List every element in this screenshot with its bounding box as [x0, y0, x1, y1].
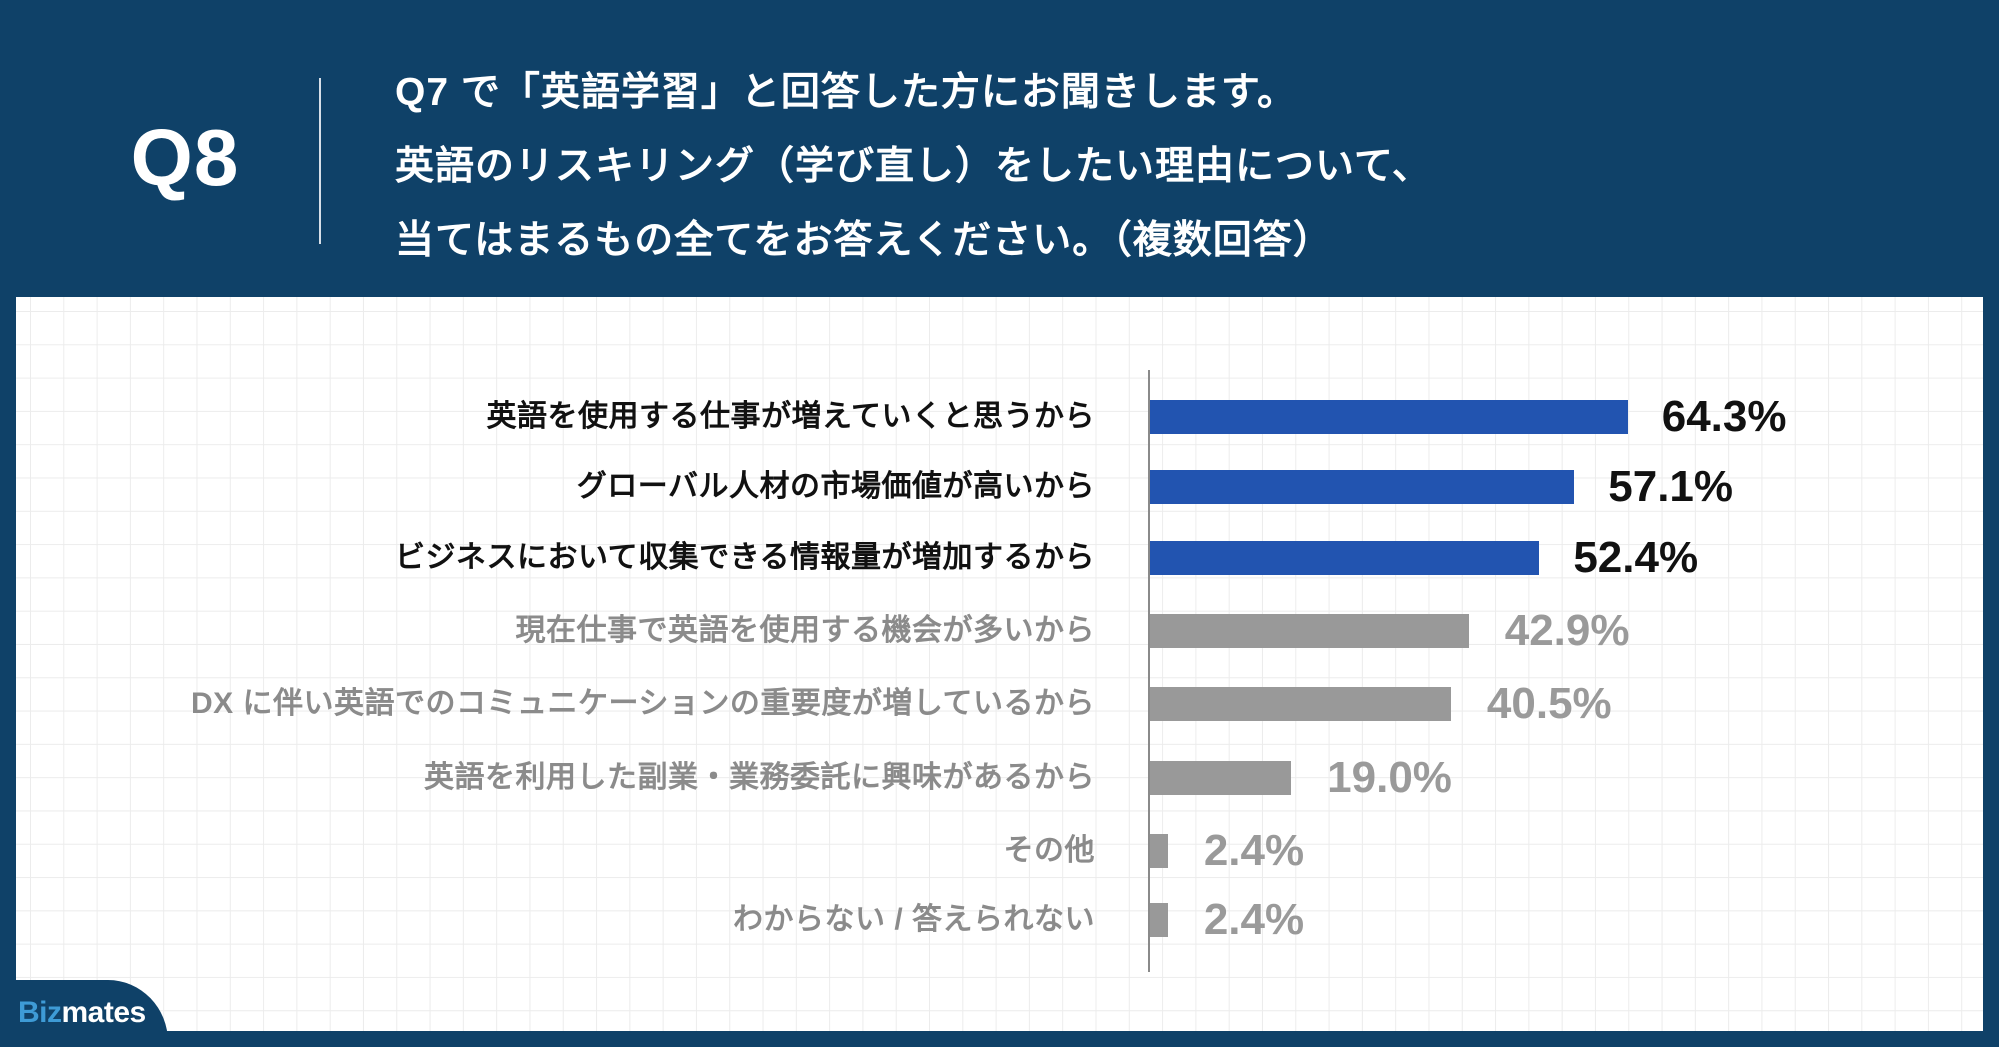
bar	[1150, 614, 1469, 648]
category-label: ビジネスにおいて収集できる情報量が増加するから	[395, 541, 1095, 574]
value-label: 19.0%	[1327, 753, 1452, 802]
header-divider	[319, 78, 321, 244]
category-label: DX に伴い英語でのコミュニケーションの重要度が増しているから	[190, 687, 1095, 720]
question-number: Q8	[130, 113, 240, 202]
chart-row: ビジネスにおいて収集できる情報量が増加するから 52.4%	[0, 533, 1999, 582]
chart-row: わからない / 答えられない 2.4%	[0, 895, 1999, 944]
question-header: Q8 Q7 で「英語学習」と回答した方にお聞きします。 英語のリスキリング（学び…	[0, 0, 1999, 296]
category-label: その他	[1003, 834, 1095, 867]
category-label: 現在仕事で英語を使用する機会が多いから	[515, 614, 1095, 647]
bar	[1150, 400, 1628, 434]
bizmates-logo: Bizmates	[18, 996, 146, 1030]
category-label: 英語を利用した副業・業務委託に興味があるから	[424, 761, 1095, 794]
chart-row: DX に伴い英語でのコミュニケーションの重要度が増しているから 40.5%	[0, 679, 1999, 728]
question-text: Q7 で「英語学習」と回答した方にお聞きします。 英語のリスキリング（学び直し）…	[395, 56, 1432, 278]
value-label: 52.4%	[1573, 533, 1699, 582]
chart-row: 英語を使用する仕事が増えていくと思うから 64.3%	[0, 392, 1999, 441]
question-line-2: 英語のリスキリング（学び直し）をしたい理由について、	[395, 145, 1432, 188]
bar	[1150, 903, 1168, 937]
question-line-1: Q7 で「英語学習」と回答した方にお聞きします。	[395, 71, 1297, 114]
category-label: グローバル人材の市場価値が高いから	[576, 470, 1095, 503]
y-axis-line	[1148, 370, 1150, 972]
value-label: 42.9%	[1504, 606, 1630, 655]
bar	[1150, 834, 1168, 868]
logo-mates: mates	[61, 996, 147, 1029]
chart-row: グローバル人材の市場価値が高いから 57.1%	[0, 462, 1999, 511]
bar	[1150, 541, 1540, 575]
chart-row: 現在仕事で英語を使用する機会が多いから 42.9%	[0, 606, 1999, 655]
chart-row: 英語を利用した副業・業務委託に興味があるから 19.0%	[0, 753, 1999, 802]
value-label: 57.1%	[1608, 462, 1734, 511]
question-line-3: 当てはまるもの全てをお答えください。（複数回答）	[395, 219, 1333, 262]
bottom-border	[0, 1031, 1999, 1047]
bar	[1150, 761, 1292, 795]
category-label: わからない / 答えられない	[732, 903, 1095, 936]
value-label: 2.4%	[1203, 826, 1305, 875]
chart-panel	[16, 297, 1983, 1031]
bar	[1150, 470, 1575, 504]
value-label: 2.4%	[1203, 895, 1305, 944]
value-label: 64.3%	[1661, 392, 1787, 441]
logo-biz: Biz	[18, 996, 62, 1029]
category-label: 英語を使用する仕事が増えていくと思うから	[486, 400, 1095, 433]
value-label: 40.5%	[1486, 679, 1612, 728]
chart-row: その他 2.4%	[0, 826, 1999, 875]
bar	[1150, 687, 1451, 721]
